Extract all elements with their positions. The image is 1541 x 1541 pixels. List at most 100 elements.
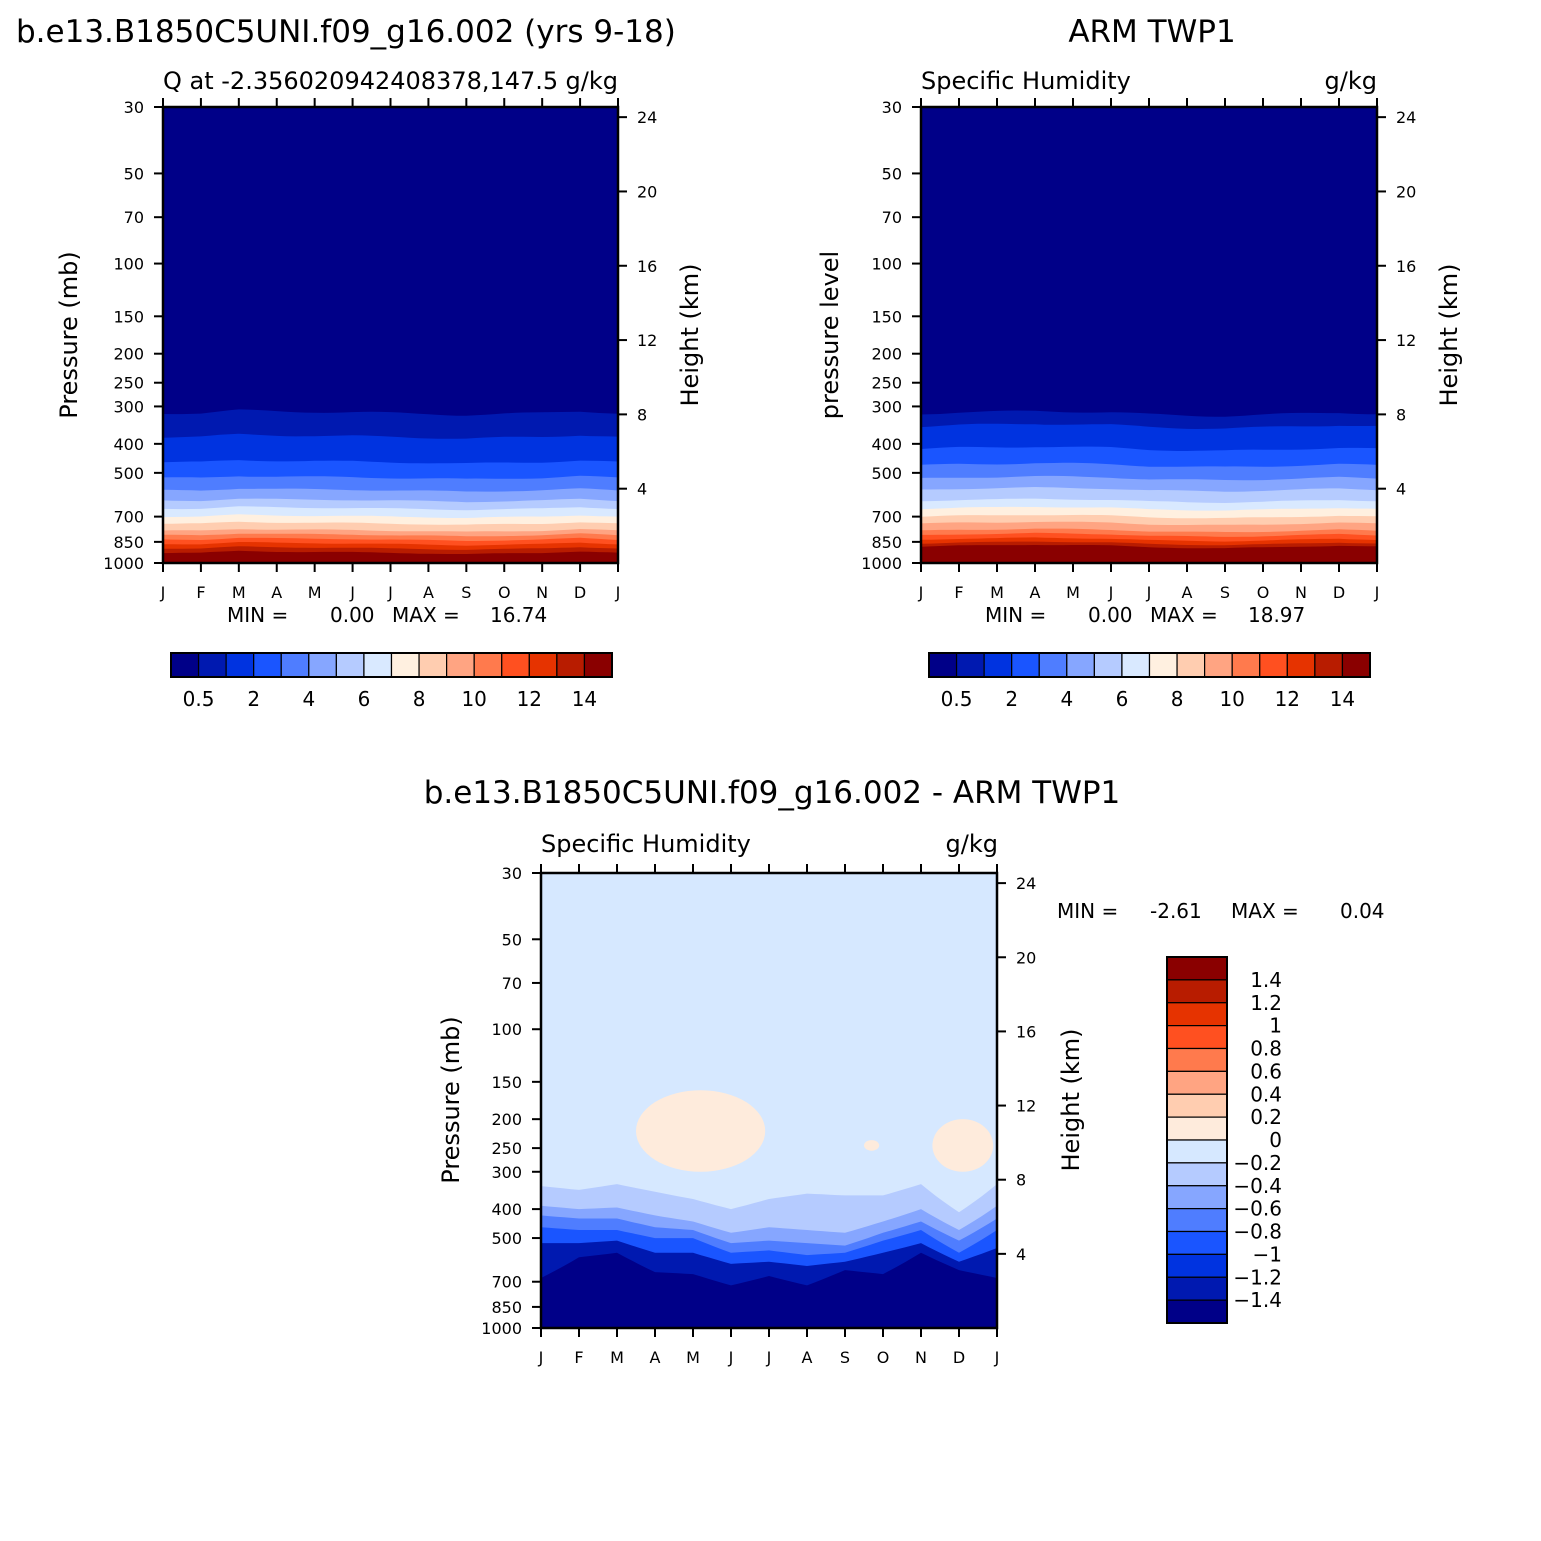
p1-pressure-tick-label: 70: [124, 208, 144, 227]
p2-height-tick-label: 20: [1396, 182, 1416, 201]
panel-obs-left-title: Specific Humidity: [921, 67, 1131, 95]
p1-pressure-tick-label: 30: [124, 98, 144, 117]
p2-month-label: J: [1374, 583, 1380, 602]
p1-colorbar-label: 10: [461, 687, 486, 711]
p1-colorbar-label: 6: [358, 687, 371, 711]
p2-pressure-tick-label: 50: [882, 164, 902, 183]
panel-model-page-title: b.e13.B1850C5UNI.f09_g16.002 (yrs 9-18): [16, 14, 676, 50]
p2-month-label: J: [918, 583, 924, 602]
p1-colorbar-swatch: [225, 652, 255, 678]
p2-month-label: N: [1295, 583, 1307, 602]
p3-month-label: M: [686, 1348, 700, 1367]
p2-month-label: O: [1257, 583, 1270, 602]
p1-colorbar-swatch: [418, 652, 448, 678]
p1-colorbar-swatch: [556, 652, 586, 678]
p3-month-label: J: [994, 1348, 1000, 1367]
p3-colorbar-label: −0.4: [1233, 1174, 1282, 1198]
p1-month-label: A: [271, 583, 282, 602]
p3-positive-patch: [864, 1140, 880, 1151]
p2-month-label: A: [1182, 583, 1193, 602]
p1-month-label: M: [308, 583, 322, 602]
panel-obs-min-label: MIN =: [985, 603, 1046, 627]
p3-colorbar-label: 0.8: [1250, 1037, 1282, 1061]
p3-pressure-tick-label: 400: [491, 1200, 522, 1219]
p2-colorbar-label: 4: [1060, 687, 1073, 711]
p3-pressure-tick-label: 150: [491, 1073, 522, 1092]
panel-model-min-label: MIN =: [227, 603, 288, 627]
p2-height-tick-label: 4: [1396, 480, 1406, 499]
p3-height-tick-label: 16: [1016, 1022, 1036, 1041]
p2-colorbar-swatch: [1121, 652, 1151, 678]
p1-colorbar-swatch: [390, 652, 420, 678]
panel-obs: ARM TWP1 Specific Humidity g/kg 30 50 70 10…: [816, 14, 1463, 711]
p3-pressure-tick-label: 1000: [481, 1319, 522, 1338]
p3-pressure-tick-label: 850: [491, 1298, 522, 1317]
panel-model-max-value: 16.74: [490, 603, 547, 627]
p1-month-label: O: [498, 583, 511, 602]
p2-colorbar-swatch: [928, 652, 958, 678]
p2-colorbar-swatch: [1231, 652, 1261, 678]
p2-colorbar-swatch: [1286, 652, 1316, 678]
p3-colorbar-label: 1.4: [1250, 968, 1282, 992]
p1-month-label: D: [574, 583, 586, 602]
p1-pressure-tick-label: 200: [113, 345, 144, 364]
panel-diff-units: g/kg: [946, 830, 998, 858]
p1-pressure-tick-label: 250: [113, 374, 144, 393]
panel-model-min-value: 0.00: [330, 603, 375, 627]
p3-month-label: F: [574, 1348, 583, 1367]
p2-pressure-tick-label: 300: [871, 397, 902, 416]
panel-diff-max-label: MAX =: [1231, 899, 1299, 923]
panel-model-max-label: MAX =: [392, 603, 460, 627]
p1-colorbar-label: 2: [247, 687, 260, 711]
p2-month-label: D: [1333, 583, 1345, 602]
p2-pressure-tick-label: 70: [882, 208, 902, 227]
p2-colorbar-label: 10: [1219, 687, 1244, 711]
p2-pressure-tick-label: 150: [871, 307, 902, 326]
p3-colorbar-swatch: [1166, 1070, 1228, 1095]
panel-diff-page-title: b.e13.B1850C5UNI.f09_g16.002 - ARM TWP1: [424, 775, 1121, 811]
panel-diff-right-y-axis-label: Height (km): [1057, 1029, 1085, 1172]
p2-colorbar-swatch: [1066, 652, 1095, 678]
panel-diff-colorbar: 1.41.210.80.60.40.20−0.2−0.4−0.6−0.8−1−1…: [1166, 956, 1282, 1324]
p3-month-label: A: [802, 1348, 813, 1367]
p2-colorbar-swatch: [1038, 652, 1068, 678]
p1-month-label: N: [536, 583, 548, 602]
panel-diff: b.e13.B1850C5UNI.f09_g16.002 - ARM TWP1 …: [424, 775, 1385, 1367]
p3-height-tick-label: 12: [1016, 1097, 1036, 1116]
p3-colorbar-swatch: [1166, 1002, 1228, 1027]
p1-height-tick-label: 24: [637, 108, 657, 127]
p2-colorbar-swatch: [1093, 652, 1123, 678]
p1-colorbar-swatch: [335, 652, 365, 678]
p3-colorbar-swatch: [1166, 1276, 1228, 1301]
p2-colorbar-label: 2: [1005, 687, 1018, 711]
p3-colorbar-swatch: [1166, 1093, 1228, 1118]
p3-colorbar-label: 0.6: [1250, 1059, 1282, 1083]
p2-height-tick-label: 8: [1396, 405, 1406, 424]
p2-colorbar-label: 8: [1171, 687, 1184, 711]
p3-colorbar-swatch: [1166, 1230, 1228, 1255]
p1-pressure-tick-label: 500: [113, 464, 144, 483]
p1-height-tick-label: 16: [637, 257, 657, 276]
p1-colorbar-swatch: [253, 652, 282, 678]
p1-pressure-tick-label: 100: [113, 255, 144, 274]
p2-colorbar-swatch: [1341, 652, 1371, 678]
p1-height-tick-label: 12: [637, 331, 657, 350]
p3-colorbar-swatch: [1166, 1253, 1228, 1278]
p3-colorbar-frame: [1166, 956, 1228, 1324]
p3-colorbar-swatch: [1166, 1025, 1228, 1050]
p2-height-tick-label: 12: [1396, 331, 1416, 350]
p3-colorbar-label: 1: [1269, 1014, 1282, 1038]
p1-colorbar-swatch: [446, 652, 475, 678]
p2-pressure-tick-label: 250: [871, 374, 902, 393]
p3-pressure-tick-label: 100: [491, 1020, 522, 1039]
p3-colorbar-swatch: [1166, 979, 1228, 1004]
panel-obs-plot-area: 30 50 70 100 150 200 250 300 400 500 700 850 1000 24 2…: [861, 98, 1416, 602]
p2-month-label: J: [1146, 583, 1152, 602]
panel-obs-min-value: 0.00: [1088, 603, 1133, 627]
p1-month-label: J: [387, 583, 393, 602]
p2-colorbar-swatch: [1176, 652, 1206, 678]
p3-month-label: J: [766, 1348, 772, 1367]
p2-month-label: J: [1108, 583, 1114, 602]
p2-colorbar-swatch: [1259, 652, 1288, 678]
